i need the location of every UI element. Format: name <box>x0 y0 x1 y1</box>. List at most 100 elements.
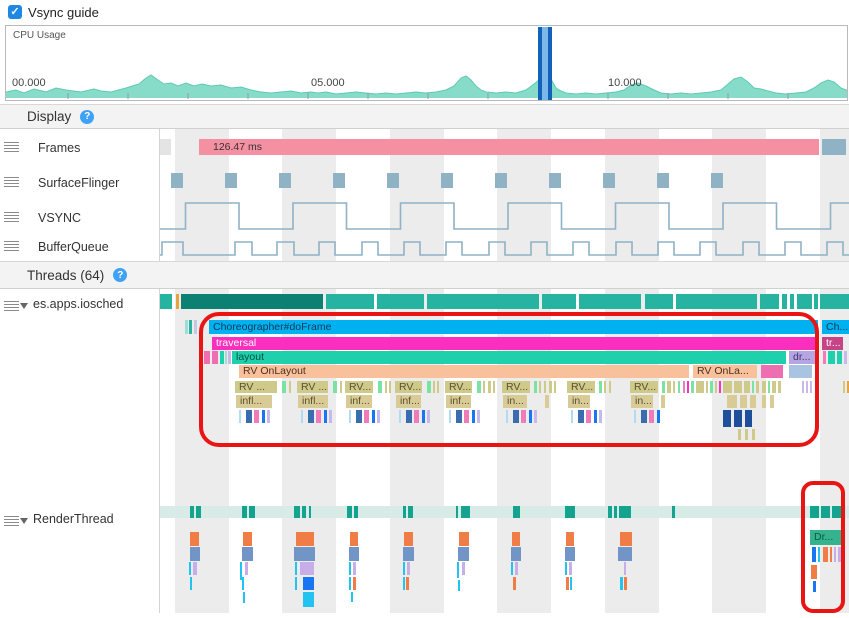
surfaceflinger-frame[interactable] <box>603 173 615 188</box>
trace-event-bar[interactable] <box>303 577 314 590</box>
drag-handle-icon[interactable] <box>4 142 19 153</box>
trace-event-bar[interactable] <box>570 577 572 590</box>
thread-state-segment[interactable] <box>408 506 413 518</box>
trace-event-bar[interactable] <box>406 577 409 590</box>
trace-event-bar[interactable] <box>190 547 200 561</box>
trace-event-bar[interactable] <box>303 592 314 607</box>
thread-state-segment[interactable] <box>347 506 352 518</box>
trace-event-bar[interactable] <box>349 577 351 590</box>
thread-state-segment[interactable] <box>456 506 458 518</box>
trace-event-bar[interactable] <box>190 577 192 590</box>
trace-event-bar[interactable] <box>620 532 632 546</box>
drag-handle-icon[interactable] <box>4 241 19 252</box>
surfaceflinger-frame[interactable] <box>549 173 561 188</box>
trace-event-bar[interactable] <box>823 351 826 364</box>
trace-event-bar[interactable] <box>190 532 199 546</box>
trace-event-bar[interactable] <box>459 532 469 546</box>
thread-state-segment[interactable] <box>790 294 794 309</box>
thread-state-segment[interactable] <box>782 294 787 309</box>
trace-event-bar[interactable] <box>295 562 297 575</box>
trace-event-bar[interactable] <box>242 577 244 590</box>
thread-state-segment[interactable] <box>461 506 470 518</box>
thread-state-segment[interactable] <box>190 506 194 518</box>
thread-state-segment[interactable] <box>820 294 849 309</box>
thread-state-segment[interactable] <box>196 506 201 518</box>
trace-event-bar[interactable]: tr... <box>822 337 843 350</box>
thread-state-segment[interactable] <box>176 294 179 309</box>
chevron-down-icon[interactable] <box>20 518 28 524</box>
drag-handle-icon[interactable] <box>4 516 19 527</box>
trace-event-bar[interactable] <box>194 320 197 334</box>
thread-state-segment[interactable] <box>579 294 641 309</box>
trace-event-bar[interactable] <box>349 547 359 561</box>
trace-event-bar[interactable] <box>295 577 297 590</box>
trace-event-bar[interactable] <box>350 532 358 546</box>
cpu-usage-panel[interactable]: CPU Usage 00.000 05.000 10.000 <box>5 25 848 101</box>
trace-event-bar[interactable] <box>566 532 574 546</box>
trace-event-bar[interactable] <box>404 532 413 546</box>
thread-state-segment[interactable] <box>242 506 247 518</box>
trace-event-bar[interactable] <box>515 562 518 575</box>
thread-state-segment[interactable] <box>614 506 617 518</box>
surfaceflinger-frame[interactable] <box>387 173 399 188</box>
trace-event-bar[interactable] <box>240 562 242 580</box>
track-label-bufferqueue[interactable]: BufferQueue <box>38 240 109 254</box>
trace-event-bar[interactable] <box>243 532 252 546</box>
help-icon[interactable]: ? <box>80 109 95 124</box>
surfaceflinger-frame[interactable] <box>711 173 723 188</box>
trace-event-bar[interactable] <box>353 562 356 575</box>
help-icon[interactable]: ? <box>113 268 128 282</box>
vsync-guide-checkbox[interactable]: ✓ <box>8 5 22 19</box>
thread-state-segment[interactable] <box>676 294 757 309</box>
trace-event-bar[interactable] <box>828 351 835 364</box>
trace-event-bar[interactable] <box>403 577 405 590</box>
trace-event-bar[interactable] <box>351 592 353 602</box>
trace-event-bar[interactable] <box>245 562 248 575</box>
trace-event-bar[interactable] <box>566 577 569 590</box>
thread-label-renderthread[interactable]: RenderThread <box>33 512 114 526</box>
trace-event-bar[interactable] <box>458 547 469 561</box>
trace-event-bar[interactable] <box>242 547 253 561</box>
thread-state-segment[interactable] <box>513 506 520 518</box>
thread-state-segment[interactable] <box>160 294 172 309</box>
thread-state-segment[interactable] <box>797 294 812 309</box>
trace-event-bar[interactable] <box>462 562 465 575</box>
trace-event-bar[interactable] <box>457 562 459 578</box>
frame-bar[interactable] <box>160 139 171 155</box>
thread-state-segment[interactable] <box>672 506 675 518</box>
trace-event-bar[interactable] <box>458 580 460 591</box>
frame-bar[interactable]: 126.47 ms <box>199 139 819 155</box>
surfaceflinger-frame[interactable] <box>279 173 291 188</box>
thread-state-segment[interactable] <box>760 294 779 309</box>
chevron-down-icon[interactable] <box>20 303 28 309</box>
thread-state-segment[interactable] <box>377 294 424 309</box>
trace-event-bar[interactable] <box>294 547 315 561</box>
trace-event-bar[interactable] <box>189 320 192 334</box>
surfaceflinger-frame[interactable] <box>441 173 453 188</box>
trace-event-bar[interactable] <box>844 351 847 364</box>
thread-state-segment[interactable] <box>403 506 406 518</box>
trace-event-bar[interactable]: Ch... <box>822 320 849 334</box>
track-label-frames[interactable]: Frames <box>38 141 81 155</box>
thread-state-segment[interactable] <box>326 294 374 309</box>
trace-event-bar[interactable] <box>403 562 405 575</box>
track-column-divider[interactable] <box>159 129 160 261</box>
thread-state-segment[interactable] <box>427 294 539 309</box>
trace-event-bar[interactable] <box>300 562 314 575</box>
drag-handle-icon[interactable] <box>4 177 19 188</box>
thread-state-segment[interactable] <box>354 506 358 518</box>
trace-event-bar[interactable] <box>512 532 520 546</box>
track-label-vsync[interactable]: VSYNC <box>38 211 82 225</box>
surfaceflinger-frame[interactable] <box>495 173 507 188</box>
trace-event-bar[interactable] <box>349 562 351 575</box>
surfaceflinger-frame[interactable] <box>171 173 183 188</box>
trace-event-bar[interactable] <box>624 577 627 590</box>
thread-state-segment[interactable] <box>181 294 323 309</box>
drag-handle-icon[interactable] <box>4 301 19 312</box>
trace-event-bar[interactable] <box>243 592 245 603</box>
trace-event-bar[interactable] <box>843 381 845 393</box>
thread-state-segment[interactable] <box>542 294 576 309</box>
trace-event-bar[interactable] <box>296 532 314 546</box>
trace-event-bar[interactable] <box>193 562 197 575</box>
trace-event-bar[interactable] <box>565 562 567 575</box>
